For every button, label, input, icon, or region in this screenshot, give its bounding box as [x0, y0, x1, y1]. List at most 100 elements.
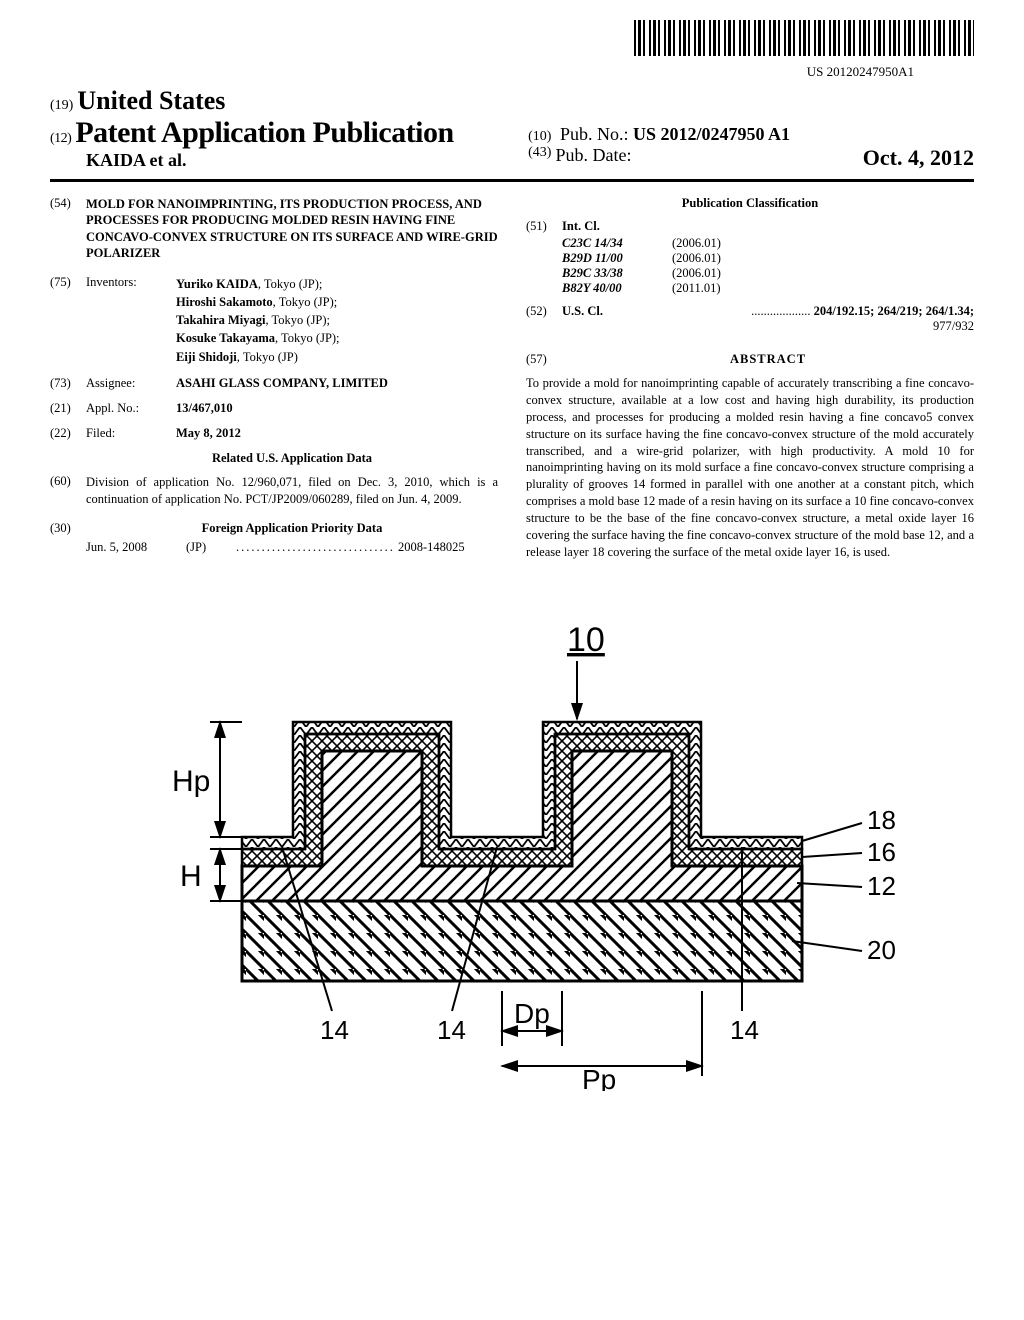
related-row: (60) Division of application No. 12/960,…	[50, 474, 498, 508]
filed-num: (22)	[50, 426, 86, 441]
filed-row: (22) Filed: May 8, 2012	[50, 426, 498, 441]
intcl-year: (2006.01)	[672, 266, 721, 281]
inventor-loc: Tokyo (JP);	[281, 331, 340, 345]
fig-ref-14: 14	[437, 1015, 466, 1045]
inventor-loc: Tokyo (JP);	[264, 277, 323, 291]
barcode-number: US 20120247950A1	[50, 64, 974, 80]
intcl-code: C23C 14/34	[562, 236, 672, 251]
intcl-code: B82Y 40/00	[562, 281, 672, 296]
fig-label-dp: Dp	[514, 998, 550, 1029]
foreign-appno-cell: ............................... 2008-148…	[236, 540, 498, 555]
uscl-dots: ...................	[751, 304, 810, 318]
intcl-item: B29C 33/38(2006.01)	[562, 266, 974, 281]
applno-label: Appl. No.:	[86, 401, 176, 416]
foreign-num: (30)	[50, 521, 86, 536]
uscl-row: (52) U.S. Cl. ................... 204/19…	[526, 304, 974, 334]
assignee-row: (73) Assignee: ASAHI GLASS COMPANY, LIMI…	[50, 376, 498, 391]
abstract-head-row: (57) ABSTRACT	[526, 352, 974, 375]
assignee-label: Assignee:	[86, 376, 176, 391]
inventors-label: Inventors:	[86, 275, 176, 290]
inventor-loc: Tokyo (JP);	[272, 313, 331, 327]
pubdate-label: Pub. Date:	[555, 145, 631, 171]
intcl-year: (2006.01)	[672, 251, 721, 266]
title-row: (54) MOLD FOR NANOIMPRINTING, ITS PRODUC…	[50, 196, 498, 261]
pub-title: Patent Application Publication	[75, 116, 453, 149]
assignee-num: (73)	[50, 376, 86, 391]
pub-num: (12)	[50, 131, 71, 146]
fig-label-pp: Pp	[582, 1064, 616, 1091]
intcl-num: (51)	[526, 219, 562, 234]
related-head: Related U.S. Application Data	[86, 451, 498, 466]
publication-line: (12) Patent Application Publication	[50, 116, 518, 150]
fig-label-hp: Hp	[172, 765, 210, 798]
inventor-item: Takahira Miyagi, Tokyo (JP);	[176, 311, 498, 329]
fig-ref-16: 16	[867, 837, 896, 867]
inventor-loc: Tokyo (JP)	[243, 350, 298, 364]
inventor-item: Hiroshi Sakamoto, Tokyo (JP);	[176, 293, 498, 311]
inventors-num: (75)	[50, 275, 86, 290]
intcl-year: (2011.01)	[672, 281, 721, 296]
pubno-label: Pub. No.:	[560, 124, 629, 144]
related-num: (60)	[50, 474, 86, 489]
title-text: MOLD FOR NANOIMPRINTING, ITS PRODUCTION …	[86, 196, 498, 261]
intcl-item: B82Y 40/00(2011.01)	[562, 281, 974, 296]
header-left: (19) United States (12) Patent Application…	[50, 86, 518, 171]
intcl-item: B29D 11/00(2006.01)	[562, 251, 974, 266]
inventor-item: Eiji Shidoji, Tokyo (JP)	[176, 348, 498, 366]
pubdate-num: (43)	[528, 145, 551, 171]
foreign-appno: 2008-148025	[398, 540, 465, 554]
inventor-name: Takahira Miyagi	[176, 313, 265, 327]
filed-label: Filed:	[86, 426, 176, 441]
intcl-head-row: (51) Int. Cl.	[526, 219, 974, 234]
header-right: (10) Pub. No.: US 2012/0247950 A1 (43) P…	[518, 124, 974, 171]
inventor-item: Kosuke Takayama, Tokyo (JP);	[176, 329, 498, 347]
country-line: (19) United States	[50, 86, 518, 116]
pubno-value: US 2012/0247950 A1	[633, 124, 790, 144]
country-num: (19)	[50, 98, 73, 113]
inventor-name: Hiroshi Sakamoto	[176, 295, 273, 309]
foreign-head: Foreign Application Priority Data	[86, 521, 498, 536]
intcl-year: (2006.01)	[672, 236, 721, 251]
fig-label-h: H	[180, 860, 202, 893]
uscl-values: ................... 204/192.15; 264/219;…	[751, 304, 974, 334]
uscl-value-1: 204/192.15; 264/219; 264/1.34;	[814, 304, 974, 318]
fig-ref-14: 14	[730, 1015, 759, 1045]
uscl-value-2: 977/932	[933, 319, 974, 333]
inventor-name: Kosuke Takayama	[176, 331, 275, 345]
inventors-list: Yuriko KAIDA, Tokyo (JP); Hiroshi Sakamo…	[176, 275, 498, 366]
fig-ref-14: 14	[320, 1015, 349, 1045]
barcode-region	[50, 20, 974, 60]
header-row: (19) United States (12) Patent Application…	[50, 86, 974, 171]
foreign-dots: ...............................	[236, 540, 395, 554]
foreign-head-row: (30) Foreign Application Priority Data	[50, 521, 498, 536]
authors-short: KAIDA et al.	[50, 150, 518, 171]
uscl-label: U.S. Cl.	[562, 304, 603, 319]
country-name: United States	[77, 86, 225, 115]
bibliographic-columns: (54) MOLD FOR NANOIMPRINTING, ITS PRODUC…	[50, 196, 974, 561]
inventors-row: (75) Inventors: Yuriko KAIDA, Tokyo (JP)…	[50, 275, 498, 366]
applno-row: (21) Appl. No.: 13/467,010	[50, 401, 498, 416]
intcl-code: B29D 11/00	[562, 251, 672, 266]
intcl-list: C23C 14/34(2006.01) B29D 11/00(2006.01) …	[526, 236, 974, 296]
title-num: (54)	[50, 196, 86, 211]
classification-head: Publication Classification	[526, 196, 974, 211]
right-column: Publication Classification (51) Int. Cl.…	[526, 196, 974, 561]
applno-num: (21)	[50, 401, 86, 416]
abstract-body: To provide a mold for nanoimprinting cap…	[526, 375, 974, 561]
foreign-country: (JP)	[186, 540, 236, 555]
header-rule	[50, 179, 974, 182]
assignee-value: ASAHI GLASS COMPANY, LIMITED	[176, 376, 498, 391]
fig-ref-12: 12	[867, 871, 896, 901]
left-column: (54) MOLD FOR NANOIMPRINTING, ITS PRODUC…	[50, 196, 498, 561]
foreign-data-row: Jun. 5, 2008 (JP) ......................…	[50, 540, 498, 555]
foreign-date: Jun. 5, 2008	[86, 540, 186, 555]
intcl-code: B29C 33/38	[562, 266, 672, 281]
filed-value: May 8, 2012	[176, 426, 498, 441]
pubdate-line: (43) Pub. Date: Oct. 4, 2012	[528, 145, 974, 171]
abstract-num: (57)	[526, 352, 562, 375]
fig-ref-18: 18	[867, 805, 896, 835]
fig-ref-10: 10	[567, 621, 605, 659]
related-text: Division of application No. 12/960,071, …	[86, 474, 498, 508]
inventor-item: Yuriko KAIDA, Tokyo (JP);	[176, 275, 498, 293]
pubno-num: (10)	[528, 129, 551, 144]
